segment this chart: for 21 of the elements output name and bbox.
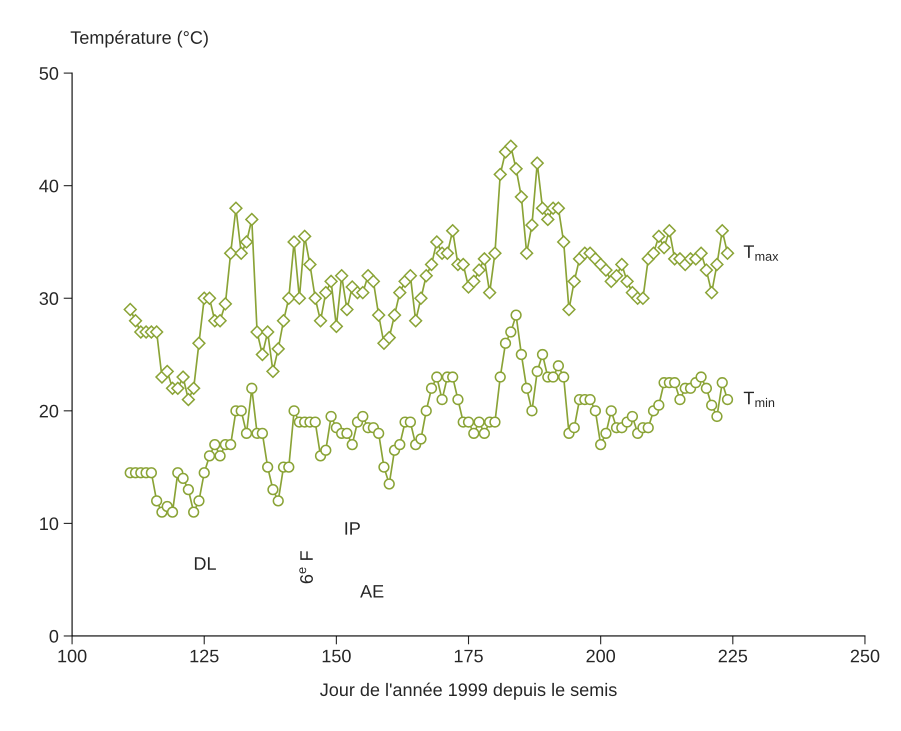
x-axis-title: Jour de l'année 1999 depuis le semis (320, 682, 617, 700)
y-tick-label: 0 (50, 630, 58, 643)
x-tick-label: 150 (322, 650, 351, 662)
annotation: DL (194, 557, 216, 570)
annotation: 6$^{e}$ F (299, 551, 313, 584)
x-tick-label: 175 (454, 650, 483, 662)
x-tick-label: 200 (586, 650, 616, 662)
x-tick-label: 225 (718, 650, 748, 662)
x-tick-label: 250 (850, 650, 880, 662)
series-label: T$_{max}$ (744, 245, 778, 261)
x-tick-label: 100 (58, 650, 86, 662)
annotation: AE (360, 585, 384, 598)
y-axis-title: Température (°C) (70, 30, 208, 48)
y-tick-label: 50 (40, 67, 58, 80)
y-tick-label: 10 (40, 517, 58, 530)
y-tick-label: 40 (39, 180, 58, 192)
y-tick-label: 30 (39, 292, 58, 305)
annotation: IP (345, 522, 360, 535)
x-tick-label: 125 (190, 650, 219, 662)
y-tick-label: 20 (40, 404, 58, 418)
series-label: T$_{min}$ (744, 392, 774, 408)
